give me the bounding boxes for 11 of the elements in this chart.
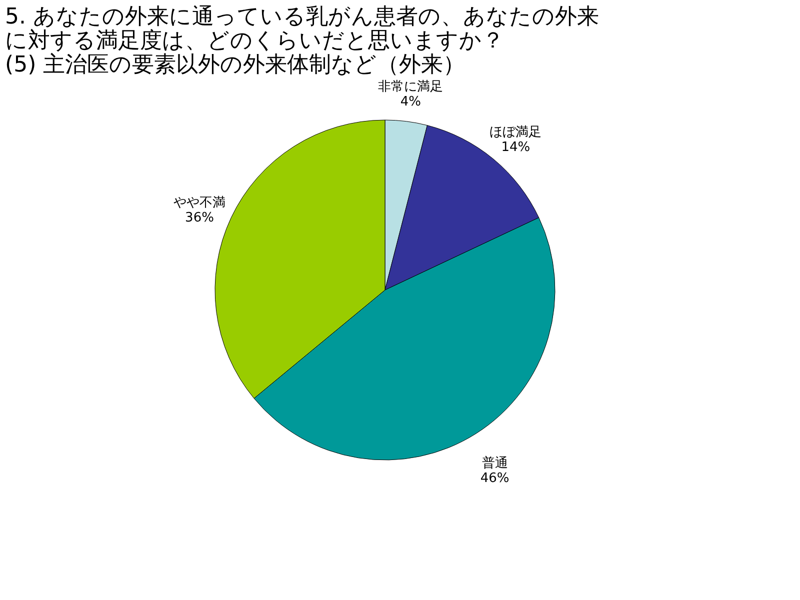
slice-label: ほぼ満足 — [490, 125, 542, 140]
text: 5. あなたの外来に通っている乳がん患者の、あなたの外来 — [5, 4, 599, 30]
slice-label: 非常に満足 — [378, 80, 444, 95]
data-label: 14% — [501, 140, 530, 156]
data-label: 46% — [480, 471, 510, 486]
text: に対する満足度は、どのくらいだと思いますか？ — [5, 28, 504, 54]
data-label: 36% — [185, 210, 214, 226]
slice-label: 普通 — [482, 455, 508, 472]
text: (5) 主治医の要素以外の外来体制など（外来） — [5, 52, 466, 78]
data-label: 4% — [400, 94, 422, 110]
slice-label: やや不満 — [174, 196, 226, 211]
